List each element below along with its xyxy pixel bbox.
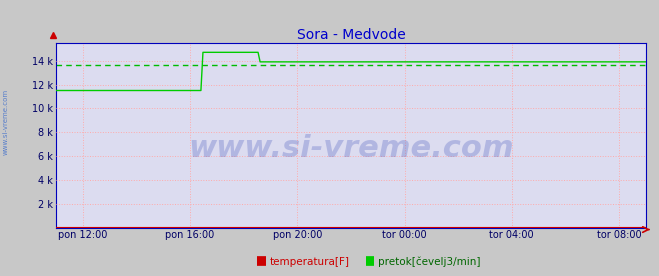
Text: www.si-vreme.com: www.si-vreme.com — [2, 88, 9, 155]
Title: Sora - Medvode: Sora - Medvode — [297, 28, 405, 42]
Legend: temperatura[F], pretok[čevelj3/min]: temperatura[F], pretok[čevelj3/min] — [253, 252, 485, 271]
Text: www.si-vreme.com: www.si-vreme.com — [188, 134, 514, 163]
